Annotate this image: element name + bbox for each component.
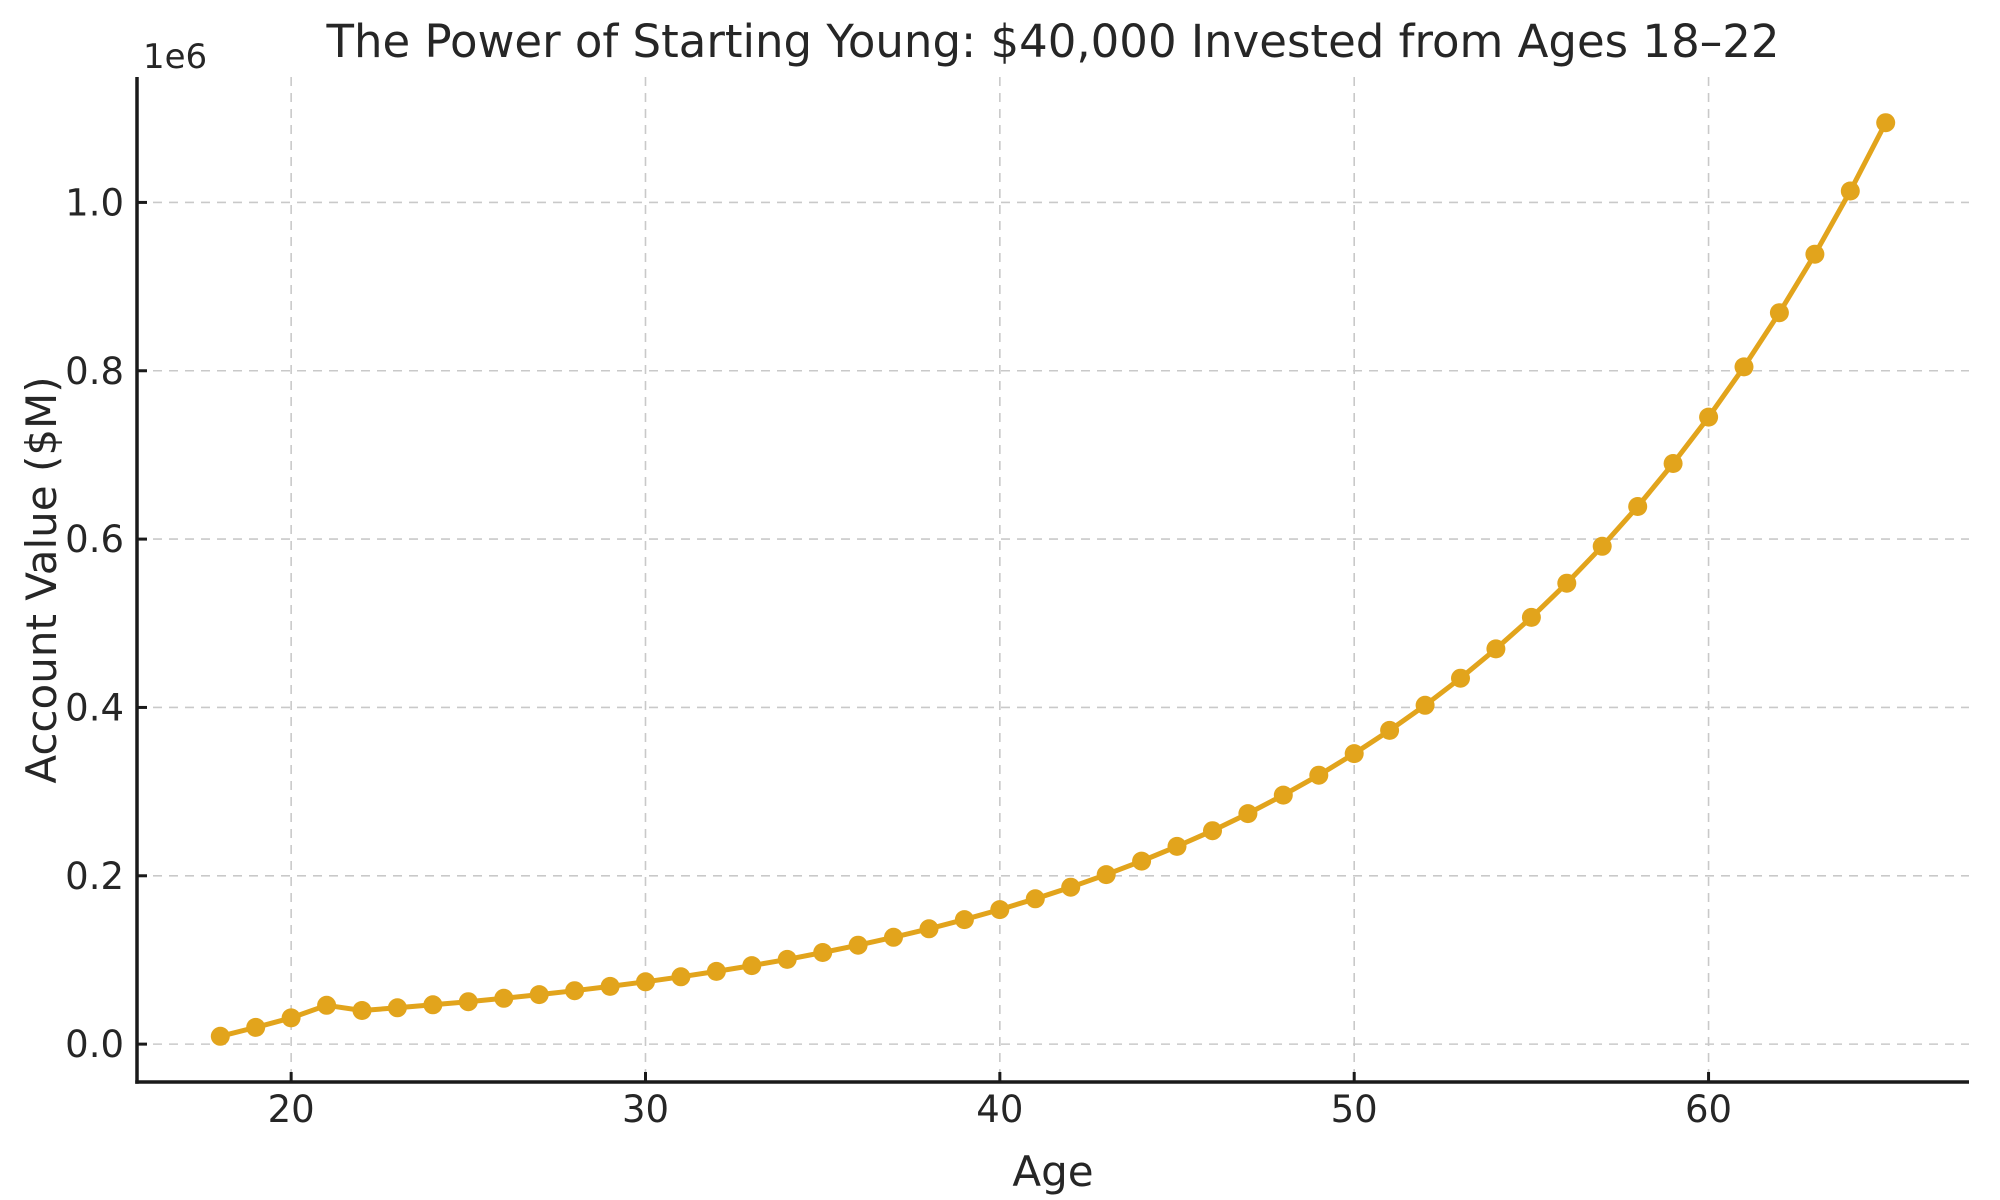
data-point-marker	[1840, 181, 1860, 201]
data-point-marker	[742, 956, 762, 976]
data-point-marker	[1699, 407, 1719, 427]
data-point-marker	[706, 961, 726, 981]
y-tick-label: 0.8	[65, 350, 124, 393]
data-point-marker	[529, 985, 549, 1005]
tick-labels-layer: 20 30 40 50 60 0.0 0.2 0.4 0.6 0.8 1.0	[65, 181, 1732, 1131]
data-point-marker	[458, 992, 478, 1012]
data-point-marker	[1203, 821, 1222, 841]
y-tick-label: 0.2	[65, 855, 124, 898]
x-tick-label: 30	[622, 1088, 669, 1131]
data-point-marker	[281, 1008, 301, 1028]
data-point-marker	[1415, 695, 1435, 715]
data-point-marker	[1061, 877, 1081, 897]
x-tick-label: 50	[1331, 1088, 1378, 1131]
data-point-marker	[1167, 836, 1187, 856]
data-point-marker	[1557, 573, 1577, 593]
data-point-marker	[1344, 744, 1364, 764]
data-point-marker	[494, 988, 514, 1008]
data-point-marker	[1380, 720, 1400, 740]
data-point-marker	[848, 935, 868, 955]
data-point-marker	[1025, 889, 1045, 909]
data-point-marker	[210, 1026, 230, 1046]
data-point-marker	[919, 919, 939, 939]
data-series-layer	[210, 113, 1896, 1046]
data-point-marker	[1309, 765, 1329, 785]
y-axis-label: Account Value ($M)	[17, 376, 66, 783]
gridlines-layer	[137, 77, 1969, 1082]
data-point-marker	[1238, 804, 1258, 824]
data-point-marker	[423, 995, 443, 1015]
data-point-marker	[1273, 785, 1293, 805]
data-point-marker	[1521, 607, 1541, 627]
data-point-marker	[1451, 668, 1470, 688]
y-tick-label: 0.0	[65, 1023, 124, 1066]
data-point-marker	[990, 900, 1010, 920]
data-point-marker	[1734, 357, 1754, 377]
x-tick-label: 20	[268, 1088, 315, 1131]
data-point-marker	[565, 981, 585, 1001]
x-axis-label: Age	[1012, 1147, 1093, 1196]
x-tick-label: 60	[1685, 1088, 1732, 1131]
data-point-marker	[1769, 303, 1789, 323]
data-point-marker	[317, 995, 337, 1015]
y-tick-label: 1.0	[65, 181, 124, 224]
data-point-marker	[1876, 113, 1896, 133]
chart-title: The Power of Starting Young: $40,000 Inv…	[326, 15, 1780, 68]
data-point-marker	[1628, 497, 1648, 516]
data-point-marker	[777, 949, 797, 969]
data-point-marker	[671, 967, 691, 987]
series-line	[217, 120, 1889, 1039]
data-point-marker	[884, 927, 903, 947]
y-tick-label: 0.4	[65, 686, 124, 729]
data-point-marker	[954, 910, 974, 930]
data-point-marker	[1805, 244, 1825, 264]
data-point-marker	[600, 976, 620, 996]
data-point-marker	[1663, 454, 1683, 473]
y-tick-label: 0.6	[65, 518, 124, 561]
data-point-marker	[1096, 865, 1116, 885]
data-point-marker	[352, 1001, 372, 1020]
axes-layer	[135, 77, 1969, 1084]
data-point-marker	[636, 972, 655, 992]
data-point-marker	[1592, 536, 1612, 556]
data-point-marker	[1486, 639, 1506, 659]
y-axis-offset-text: 1e6	[143, 37, 207, 77]
data-point-marker	[1132, 851, 1152, 871]
data-point-marker	[813, 943, 833, 962]
x-tick-label: 40	[976, 1088, 1023, 1131]
data-point-marker	[387, 998, 407, 1018]
data-point-marker	[246, 1017, 266, 1037]
